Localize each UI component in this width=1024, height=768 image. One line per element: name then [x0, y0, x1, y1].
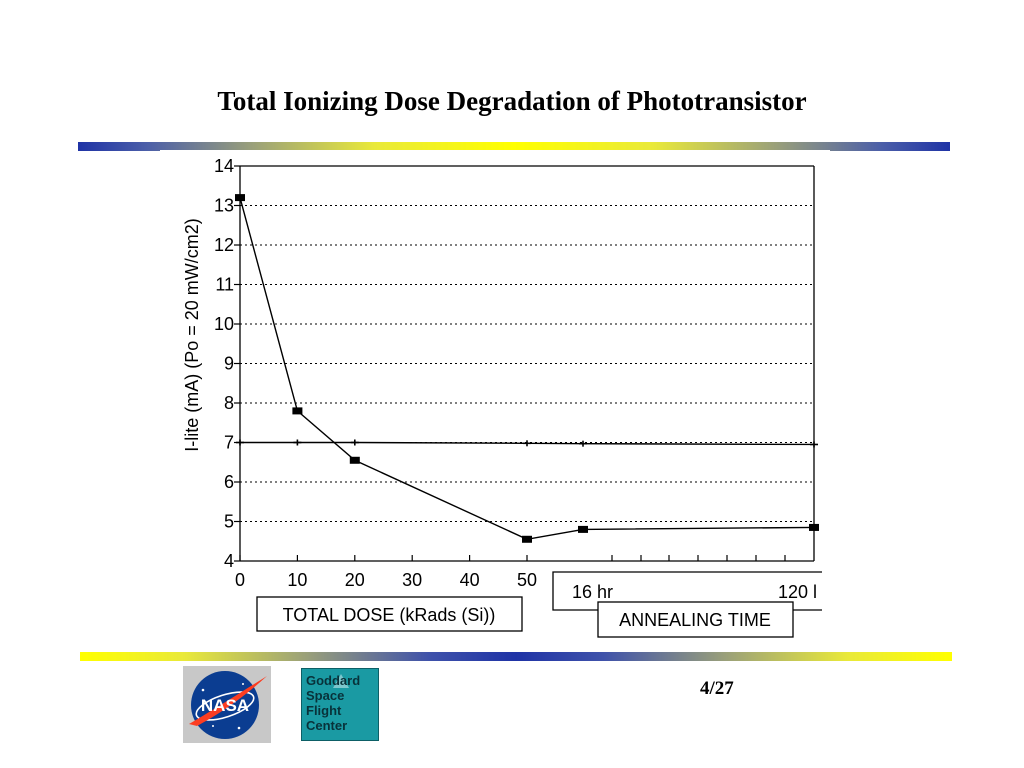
gsfc-logo-line: Flight [306, 703, 342, 718]
x-axis-label-box [256, 596, 523, 632]
y-tick-label: 5 [224, 512, 234, 532]
x-tick-label: 20 [345, 570, 365, 590]
y-tick-label: 8 [224, 393, 234, 413]
gsfc-logo-line: Center [306, 718, 347, 733]
nasa-logo-text: NASA [201, 696, 249, 715]
top-gradient-bar [78, 142, 950, 151]
y-tick-label: 9 [224, 354, 234, 374]
y-tick-labels: 4 5 6 7 8 9 10 11 12 13 14 [214, 156, 234, 571]
y-tick-label: 7 [224, 433, 234, 453]
annealing-tick-label: 120 l [778, 582, 817, 602]
x-tick-labels: 0 10 20 30 40 50 [235, 570, 537, 590]
data-point [292, 407, 303, 415]
slide-title: Total Ionizing Dose Degradation of Photo… [217, 86, 807, 116]
y-tick-label: 6 [224, 472, 234, 492]
data-point [578, 525, 588, 533]
gsfc-logo-line: Goddard [306, 673, 360, 688]
y-tick-label: 11 [215, 275, 234, 295]
x-tick-label: 10 [287, 570, 307, 590]
annealing-label-box [597, 601, 794, 638]
series-line [239, 197, 815, 541]
x-tick-label: 30 [402, 570, 422, 590]
data-point [522, 535, 532, 543]
x-tick-label: 0 [235, 570, 245, 590]
y-tick-label: 10 [214, 314, 234, 334]
chart-series [235, 194, 819, 543]
annealing-tick-labels: 16 hr 120 l [572, 582, 817, 602]
x-axis-label: TOTAL DOSE (kRads (Si)) [283, 605, 496, 625]
x-tick-label: 50 [517, 570, 537, 590]
y-axis-label: I-lite (mA) (Po = 20 mW/cm2) [182, 218, 202, 452]
data-point [235, 194, 245, 202]
nasa-logo: NASA [183, 666, 271, 743]
y-tick-label: 13 [214, 196, 234, 216]
annealing-bracket [552, 571, 822, 611]
data-point [349, 456, 360, 464]
series-line [240, 441, 815, 446]
x-tick-label: 40 [460, 570, 480, 590]
y-tick-label: 12 [214, 235, 234, 255]
dose-chart: 4 5 6 7 8 9 10 11 12 13 14 0 10 20 30 40 50 I-lite (mA)… [160, 150, 830, 645]
gsfc-logo-line: Space [306, 688, 344, 703]
y-tick-label: 14 [214, 156, 234, 176]
annealing-label: ANNEALING TIME [619, 610, 771, 630]
annealing-tick-label: 16 hr [572, 582, 613, 602]
data-point [809, 523, 819, 531]
bottom-gradient-bar [80, 652, 952, 661]
page-number: 4/27 [700, 678, 734, 699]
y-tick-label: 4 [224, 551, 234, 571]
